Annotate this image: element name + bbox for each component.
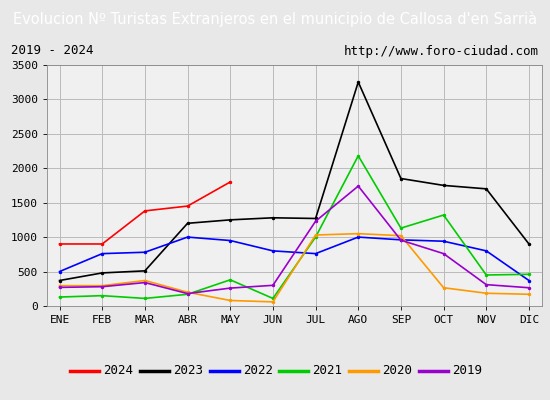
Text: 2024: 2024 [103,364,134,378]
Text: 2019: 2019 [452,364,482,378]
Text: 2021: 2021 [312,364,343,378]
Text: 2020: 2020 [382,364,412,378]
Text: http://www.foro-ciudad.com: http://www.foro-ciudad.com [344,44,539,58]
Text: 2023: 2023 [173,364,204,378]
Text: 2022: 2022 [243,364,273,378]
Text: 2019 - 2024: 2019 - 2024 [11,44,94,58]
Text: Evolucion Nº Turistas Extranjeros en el municipio de Callosa d'en Sarrià: Evolucion Nº Turistas Extranjeros en el … [13,11,537,27]
